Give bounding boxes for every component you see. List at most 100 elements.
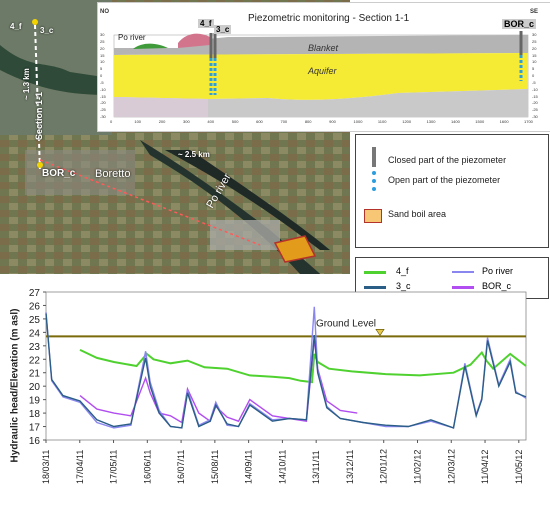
section-x-tick: 1500 — [475, 119, 485, 124]
section-x-tick: 1000 — [353, 119, 363, 124]
map-label-town: Boretto — [95, 168, 131, 180]
section-x-tick: 100 — [134, 119, 142, 124]
x-tick-label: 16/07/11 — [176, 450, 186, 484]
section-svg — [113, 31, 529, 118]
x-tick-label: 14/09/11 — [244, 450, 254, 484]
section-y-tick: 10 — [100, 59, 105, 65]
section-diagram: Piezometric monitoring - Section 1-1 NO … — [97, 2, 550, 132]
pz-label-bor: BOR_c — [502, 19, 537, 29]
section-y-tick: 20 — [532, 45, 537, 51]
legend-label-3c: 3_c — [396, 281, 411, 291]
y-tick-label: 16 — [29, 436, 41, 447]
section-y-tick: -10 — [100, 86, 106, 92]
section-y-tick: -25 — [532, 107, 538, 113]
legend-piezometer: Closed part of the piezometer Open part … — [355, 134, 549, 248]
map-label-4f: 4_f — [10, 22, 22, 31]
sand-boil-label: Sand boil area — [388, 209, 447, 219]
y-tick-label: 26 — [29, 301, 41, 312]
x-tick-label: 15/08/11 — [210, 450, 220, 484]
chart-svg: 16 17 18 19 20 21 22 23 24 25 26 27 18/03/11 17/04/11… — [29, 288, 527, 484]
y-tick-label: 17 — [29, 423, 41, 434]
x-tick-label: 13/12/11 — [345, 450, 355, 484]
legend-swatch-po-river — [452, 271, 474, 273]
section-x-tick: 1300 — [426, 119, 436, 124]
x-tick-label: 16/06/11 — [142, 450, 152, 484]
section-y-tick: -15 — [100, 93, 106, 99]
ground-level-marker — [375, 329, 385, 337]
map-label-bor: BOR_c — [42, 168, 76, 179]
x-tick-label: 14/10/11 — [277, 450, 287, 484]
x-tick-label: 12/01/12 — [379, 449, 389, 484]
corner-right: SE — [530, 9, 539, 15]
x-tick-label: 17/04/11 — [75, 450, 85, 484]
section-y-tick: -30 — [100, 114, 106, 119]
corner-left: NO — [100, 9, 109, 15]
section-y-tick: 15 — [532, 52, 537, 58]
x-tick-label: 11/04/12 — [480, 450, 490, 484]
x-tick-label: 17/05/11 — [109, 450, 119, 484]
section-x-tick: 700 — [280, 119, 288, 124]
section-x-tick: 800 — [304, 119, 312, 124]
series-line-3-c — [45, 313, 527, 429]
section-y-tick: 0 — [100, 73, 103, 78]
y-tick-label: 23 — [29, 342, 41, 353]
legend-swatch-bor — [452, 286, 474, 289]
hydraulic-head-chart: Hydraulic head/Elevation (m asl) 16 17 18 1… — [0, 280, 550, 524]
x-tick-label: 18/03/11 — [41, 450, 51, 484]
section-y-tick: 30 — [532, 32, 537, 37]
section-y-tick: 25 — [100, 38, 105, 44]
section-y-tick: -20 — [532, 100, 538, 106]
map-label-3c: 3_c — [40, 26, 54, 35]
section-y-tick: -10 — [532, 86, 538, 92]
section-y-tick: 25 — [532, 38, 537, 44]
legend-swatch-4f — [364, 271, 386, 274]
pz-label-3c: 3_c — [214, 25, 232, 34]
section-y-tick: 30 — [100, 32, 105, 37]
y-tick-label: 21 — [29, 369, 41, 380]
section-y-tick: -25 — [100, 107, 106, 113]
section-title: Piezometric monitoring - Section 1-1 — [248, 13, 410, 24]
legend-label-4f: 4_f — [396, 266, 409, 276]
series-line-4-f — [79, 348, 527, 384]
y-tick-label: 24 — [29, 328, 41, 339]
legend-swatch-3c — [364, 286, 386, 289]
y-tick-label: 18 — [29, 409, 41, 420]
legend-label-po-river: Po river — [482, 266, 514, 276]
map-label-distance-2: ~ 2.5 km — [178, 150, 210, 159]
section-y-tick: -20 — [100, 100, 106, 106]
section-y-tick: 10 — [532, 59, 537, 65]
section-x-tick: 300 — [183, 119, 190, 124]
sand-boil-swatch — [364, 209, 382, 223]
section-x-tick: 0 — [110, 119, 113, 124]
x-tick-label: 13/11/11 — [311, 450, 321, 484]
label-po-river: Po river — [118, 33, 146, 42]
y-tick-label: 22 — [29, 355, 41, 366]
label-blanket: Blanket — [308, 43, 339, 53]
section-x-tick: 400 — [207, 119, 215, 124]
legend-label-bor: BOR_c — [482, 281, 512, 291]
section-y-tick: 5 — [532, 66, 535, 72]
section-x-tick: 200 — [158, 119, 166, 124]
pz-label-4f: 4_f — [198, 19, 214, 28]
section-y-tick: -30 — [532, 114, 538, 119]
section-x-tick: 1100 — [377, 119, 387, 124]
section-x-tick: 600 — [256, 119, 263, 124]
map-label-section: Section 1-1 — [34, 91, 44, 140]
y-tick-label: 20 — [29, 382, 41, 393]
map-label-distance-1: ~ 1.3 km — [22, 68, 31, 100]
label-aquifer: Aquifer — [308, 66, 337, 76]
x-tick-label: 12/03/12 — [446, 449, 456, 484]
x-tick-label: 11/02/12 — [412, 450, 422, 484]
section-x-tick: 500 — [231, 119, 239, 124]
section-x-tick: 1200 — [402, 119, 412, 124]
x-tick-label: 11/05/12 — [514, 450, 524, 484]
ground-level-label: Ground Level — [316, 318, 376, 329]
section-y-tick: -5 — [532, 79, 536, 85]
section-x-tick: 1600 — [499, 119, 509, 124]
closed-part-label: Closed part of the piezometer — [388, 155, 507, 165]
y-tick-label: 27 — [29, 288, 41, 299]
open-part-swatch — [372, 171, 376, 191]
section-y-tick: 0 — [532, 73, 535, 78]
section-x-tick: 900 — [329, 119, 336, 124]
section-y-tick: -15 — [532, 93, 538, 99]
